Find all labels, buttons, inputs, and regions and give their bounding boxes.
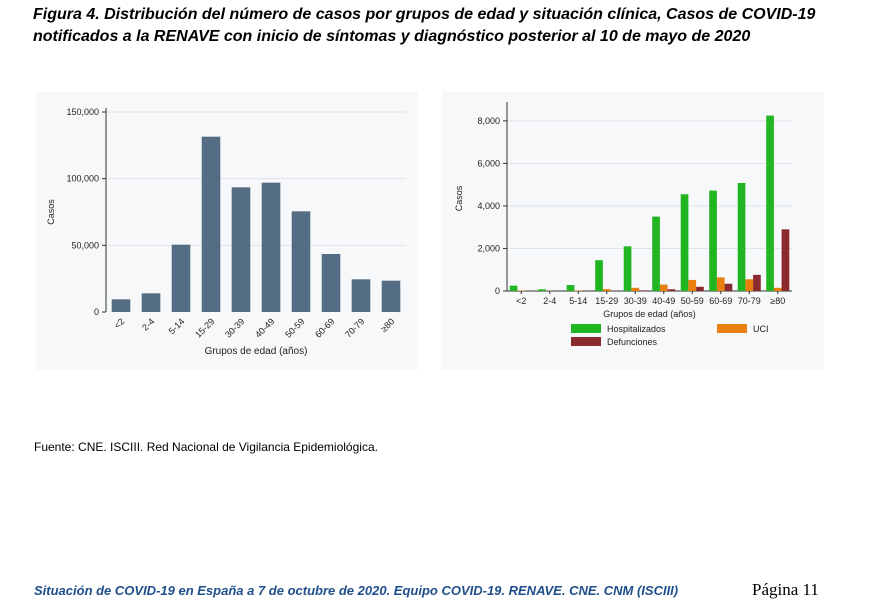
bar-uci [745, 279, 754, 291]
bar [381, 280, 401, 312]
clinical-status-chart-panel: 0 2,000 4,000 6,000 8,000 <2 2-4 5-14 15-29 30-39… [442, 92, 824, 370]
legend-swatch-uci [717, 324, 747, 333]
bar [111, 299, 131, 312]
x-tick-label: 2-4 [140, 316, 156, 332]
bar-hospitalizados [623, 246, 632, 291]
x-tick-label: 60-69 [313, 316, 336, 339]
age-cases-chart-panel: 0 50,000 100,000 150,000 <2 2-4 5-14 15-29 30-39… [36, 92, 418, 370]
x-tick-label: 50-59 [283, 316, 306, 339]
bar [201, 136, 221, 312]
bar [171, 244, 191, 312]
bar-uci [602, 289, 611, 291]
y-tick-label: 4,000 [477, 201, 500, 211]
bar-uci [631, 287, 640, 291]
x-tick-label: 40-49 [652, 296, 675, 306]
x-tick-label: 5-14 [167, 316, 187, 336]
bar-hospitalizados [652, 216, 660, 291]
bar-defunciones [639, 290, 647, 291]
bar-defunciones [781, 229, 790, 291]
legend-swatch-defunciones [571, 337, 601, 346]
bar-uci [773, 287, 782, 291]
x-tick-label: 70-79 [738, 296, 761, 306]
bar [261, 182, 281, 312]
legend-label: Defunciones [607, 337, 658, 347]
age-cases-bar-chart: 0 50,000 100,000 150,000 <2 2-4 5-14 15-29 30-39… [46, 107, 406, 357]
bar-uci [716, 277, 725, 291]
legend-label: Hospitalizados [607, 324, 666, 334]
y-tick-label: 6,000 [477, 158, 500, 168]
x-tick-label: 30-39 [223, 316, 246, 339]
figure-title: Figura 4. Distribución del número de cas… [33, 6, 816, 45]
bar [291, 211, 311, 312]
source-note: Fuente: CNE. ISCIII. Red Nacional de Vig… [34, 440, 378, 454]
y-tick-label: 150,000 [66, 107, 99, 117]
bar-hospitalizados [509, 285, 518, 291]
bar [351, 279, 371, 312]
bar [231, 187, 251, 312]
x-tick-label: 60-69 [709, 296, 732, 306]
bar-hospitalizados [709, 190, 717, 291]
y-axis-label: Casos [46, 199, 56, 225]
x-tick-label: 70-79 [343, 316, 366, 339]
bar-uci [688, 279, 697, 291]
bar-hospitalizados [595, 260, 603, 291]
x-tick-label: ≥80 [770, 296, 785, 306]
bar [321, 254, 341, 312]
bar-defunciones [753, 274, 761, 291]
footer-citation: Situación de COVID-19 en España a 7 de o… [34, 583, 679, 598]
bar-hospitalizados [766, 115, 774, 291]
bar-defunciones [667, 289, 676, 291]
x-tick-label: <2 [112, 316, 126, 330]
x-tick-label: 2-4 [543, 296, 556, 306]
y-tick-label: 100,000 [66, 174, 99, 184]
bar-hospitalizados [538, 289, 546, 291]
y-tick-label: 50,000 [71, 240, 99, 250]
bar-uci [659, 284, 668, 291]
x-tick-label: 40-49 [253, 316, 276, 339]
x-tick-label: 15-29 [595, 296, 618, 306]
legend-label: UCI [753, 324, 769, 334]
legend-swatch-hospitalizados [571, 324, 601, 333]
x-tick-label: 30-39 [624, 296, 647, 306]
bar-defunciones [724, 283, 733, 291]
page-number: Página 11 [752, 580, 819, 599]
y-tick-label: 0 [495, 286, 500, 296]
bar-hospitalizados [737, 182, 746, 291]
y-tick-label: 0 [94, 307, 99, 317]
x-tick-label: 50-59 [681, 296, 704, 306]
x-tick-label: <2 [516, 296, 526, 306]
bar-hospitalizados [680, 194, 689, 291]
y-tick-label: 2,000 [477, 243, 500, 253]
y-tick-label: 8,000 [477, 116, 500, 126]
x-tick-label: 5-14 [569, 296, 587, 306]
y-axis-label: Casos [454, 185, 464, 211]
x-axis-label: Grupos de edad (años) [603, 309, 696, 319]
bar [141, 293, 161, 312]
x-tick-label: 15-29 [193, 316, 216, 339]
clinical-status-bar-chart: 0 2,000 4,000 6,000 8,000 <2 2-4 5-14 15-29 30-39… [454, 102, 792, 347]
x-axis-label: Grupos de edad (años) [205, 346, 308, 357]
bar-hospitalizados [566, 285, 575, 291]
x-tick-label: ≥80 [379, 316, 397, 334]
bar-defunciones [696, 286, 704, 291]
